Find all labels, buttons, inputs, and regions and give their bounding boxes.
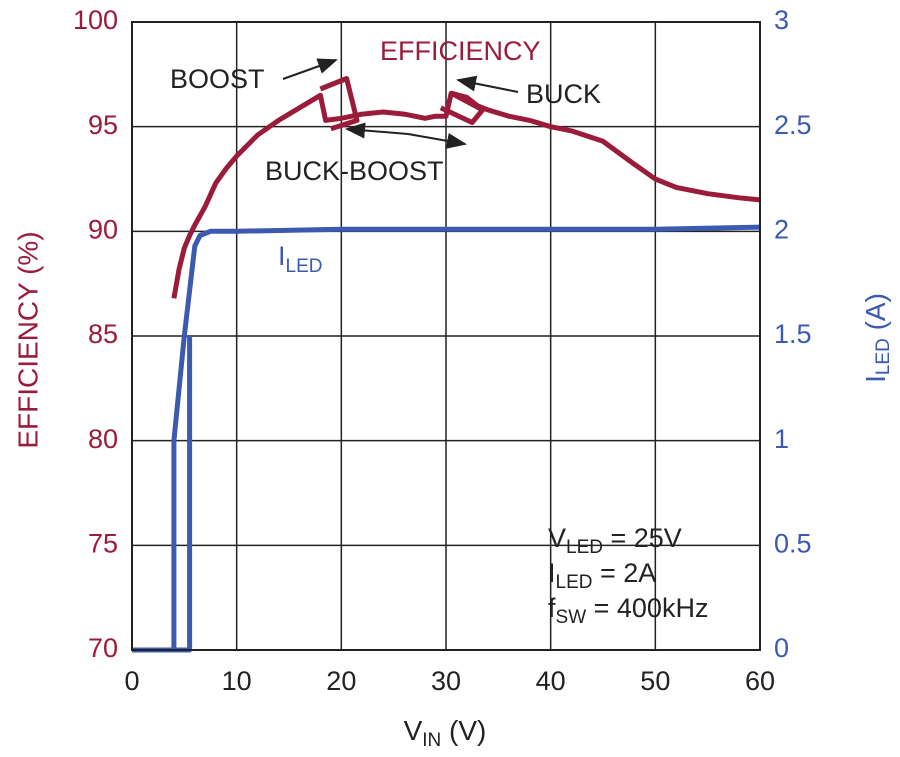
right-tick-label: 1 xyxy=(774,424,789,454)
right-tick-label: 0.5 xyxy=(774,528,812,558)
right-axis-title: ILED (A) xyxy=(860,293,894,383)
condition-fsw-value: = 400kHz xyxy=(586,593,708,623)
x-tick-label: 10 xyxy=(222,666,252,696)
annotation-iled: ILED xyxy=(278,241,322,277)
left-tick-label: 90 xyxy=(88,214,118,244)
efficiency-line-0 xyxy=(171,90,761,299)
condition-vled: VLED = 25V xyxy=(548,523,682,558)
left-tick-label: 80 xyxy=(88,424,118,454)
right-tick-label: 3 xyxy=(774,5,789,35)
annotation-buck-boost: BUCK-BOOST xyxy=(265,156,444,186)
condition-iled-value: = 2A xyxy=(592,558,656,588)
arrow-buck-boost-left xyxy=(345,122,409,139)
condition-vled-sub: LED xyxy=(566,537,603,558)
x-tick-label: 0 xyxy=(124,666,139,696)
left-tick-label: 95 xyxy=(88,110,118,140)
x-tick-label: 30 xyxy=(431,666,461,696)
arrow-boost xyxy=(282,58,338,80)
condition-vled-main: V xyxy=(548,523,566,553)
left-tick-label: 70 xyxy=(88,633,118,663)
current-line-3 xyxy=(132,224,761,653)
annotation-boost: BOOST xyxy=(170,64,265,94)
condition-vled-value: = 25V xyxy=(603,523,682,553)
x-axis-title-sub: IN xyxy=(422,730,441,751)
x-tick-label: 50 xyxy=(640,666,670,696)
x-tick-label: 60 xyxy=(745,666,775,696)
left-tick-label: 75 xyxy=(88,528,118,558)
x-axis-title-main: V xyxy=(404,715,423,746)
right-axis-title-main: I xyxy=(860,375,891,383)
annotation-efficiency: EFFICIENCY xyxy=(380,36,541,66)
left-tick-label: 100 xyxy=(73,5,118,35)
right-axis-title-unit: (A) xyxy=(860,293,891,338)
condition-fsw-main: f xyxy=(548,593,556,623)
left-tick-label: 85 xyxy=(88,319,118,349)
efficiency-line-2 xyxy=(439,90,486,125)
annotation-buck: BUCK xyxy=(526,79,601,109)
right-axis-title-sub: LED xyxy=(873,338,894,375)
condition-fsw-sub: SW xyxy=(556,607,587,628)
series-layer xyxy=(132,76,761,653)
left-axis-title: EFFICIENCY (%) xyxy=(12,231,43,448)
condition-fsw: fSW = 400kHz xyxy=(548,593,708,628)
right-tick-label: 0 xyxy=(774,633,789,663)
condition-iled-main: I xyxy=(548,558,556,588)
efficiency-line-1 xyxy=(319,76,360,132)
annotation-iled-sub: LED xyxy=(286,256,323,277)
right-tick-label: 1.5 xyxy=(774,319,812,349)
right-tick-label: 2 xyxy=(774,214,789,244)
condition-iled-sub: LED xyxy=(556,572,593,593)
x-tick-label: 20 xyxy=(326,666,356,696)
condition-iled: ILED = 2A xyxy=(548,558,656,593)
arrow-buck xyxy=(456,75,519,93)
plot-frame xyxy=(131,21,761,651)
right-tick-label: 2.5 xyxy=(774,110,812,140)
annotation-iled-main: I xyxy=(278,241,286,271)
arrow-buck-boost-right xyxy=(407,133,467,149)
x-axis-title: VIN (V) xyxy=(404,715,487,751)
x-tick-label: 40 xyxy=(536,666,566,696)
x-axis-title-unit: (V) xyxy=(441,715,486,746)
